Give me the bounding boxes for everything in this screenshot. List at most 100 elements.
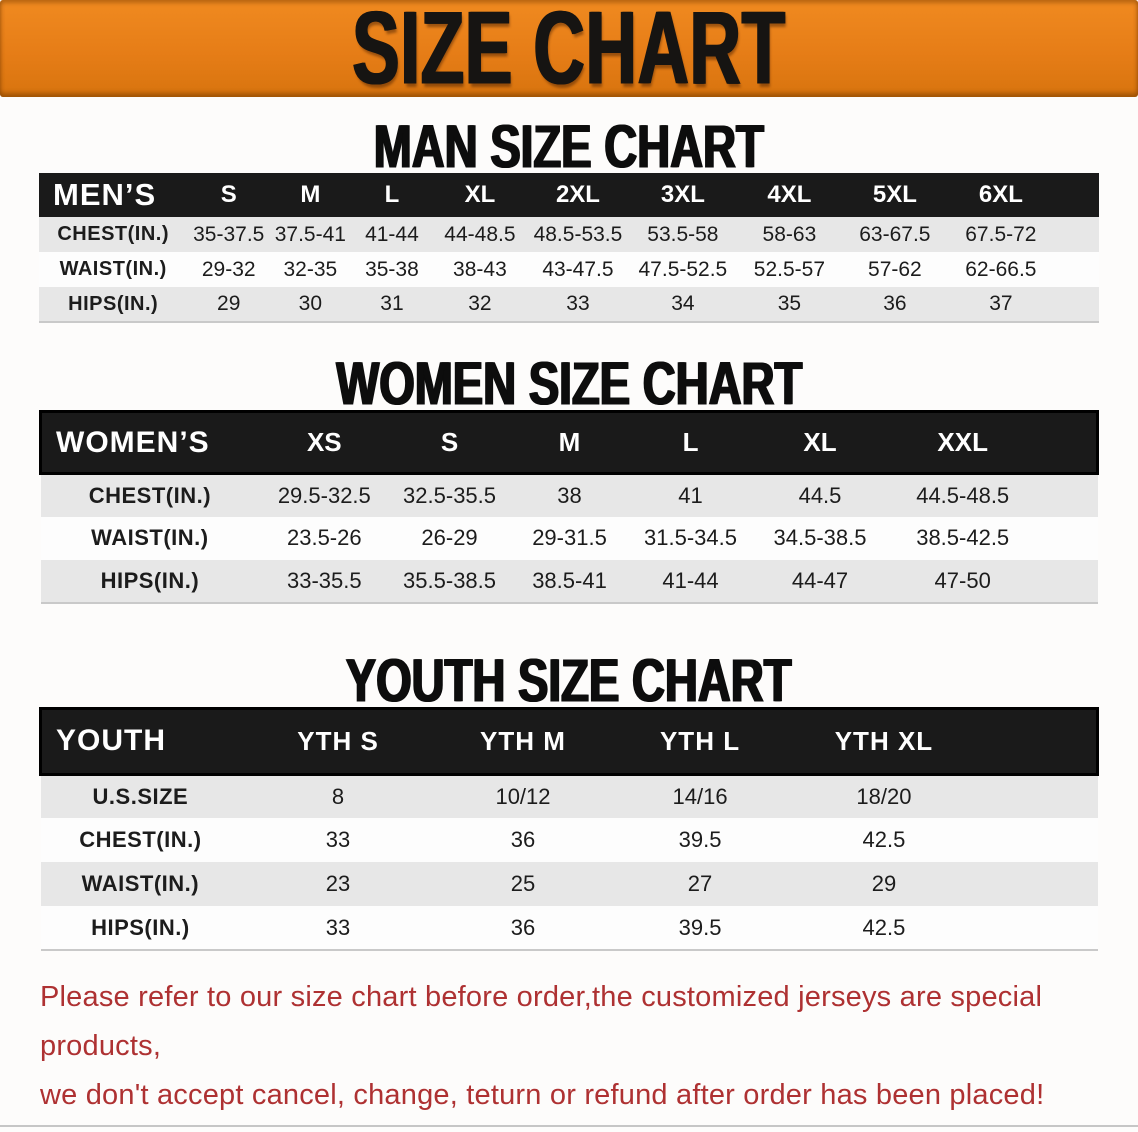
size-value-cell: 10/12 [435, 774, 611, 818]
size-value-cell: 35-38 [350, 252, 434, 287]
size-column-header: YTH XL [789, 706, 979, 776]
size-value-cell: 38.5-41 [509, 559, 630, 603]
size-column-header: 5XL [842, 173, 948, 217]
row-label: CHEST(IN.) [39, 217, 188, 252]
size-value-cell: 53.5-58 [629, 217, 737, 252]
size-value-cell: 33 [240, 818, 436, 862]
size-value-cell: 52.5-57 [736, 252, 843, 287]
measurement-row: CHEST(IN.) 35-37.5 37.5-41 41-44 44-48.5 48.5… [39, 217, 1099, 252]
row-spacer-cell [1037, 559, 1098, 603]
size-value-cell: 27 [610, 862, 790, 906]
size-value-cell: 41-44 [350, 217, 434, 252]
row-spacer-cell [978, 818, 1098, 862]
size-value-cell: 42.5 [789, 818, 979, 862]
size-value-cell: 34.5-38.5 [751, 516, 889, 560]
row-label: CHEST(IN.) [40, 818, 241, 862]
men-size-table: MEN’S S M L XL 2XL 3XL 4XL 5XL 6XL CHEST(IN.) 35-37… [39, 173, 1099, 323]
row-spacer-cell [1054, 217, 1099, 252]
size-column-header: YTH L [610, 706, 790, 776]
size-value-cell: 37 [947, 287, 1055, 322]
row-spacer-cell [978, 862, 1098, 906]
size-value-cell: 57-62 [842, 252, 948, 287]
size-value-cell: 32.5-35.5 [389, 473, 510, 517]
size-column-header: YTH S [240, 706, 436, 776]
row-label: WAIST(IN.) [40, 862, 241, 906]
size-header-row: YOUTH YTH S YTH M YTH L YTH XL [39, 706, 1100, 776]
size-value-cell: 44.5 [751, 473, 889, 517]
size-value-cell: 32 [433, 287, 527, 322]
size-value-cell: 32-35 [270, 252, 351, 287]
size-value-cell: 35-37.5 [187, 217, 271, 252]
row-label: HIPS(IN.) [40, 559, 260, 603]
size-column-header: XXL [888, 410, 1038, 475]
size-value-cell: 62-66.5 [947, 252, 1055, 287]
size-value-cell: 31 [350, 287, 434, 322]
size-value-cell: 41-44 [629, 559, 752, 603]
header-spacer-cell [1054, 173, 1099, 217]
size-value-cell: 44-47 [751, 559, 889, 603]
disclaimer: Please refer to our size chart before or… [40, 973, 1138, 1120]
size-column-header: YTH M [435, 706, 611, 776]
size-value-cell: 14/16 [610, 774, 790, 818]
size-column-header: L [350, 173, 434, 217]
size-value-cell: 38.5-42.5 [888, 516, 1038, 560]
size-value-cell: 23.5-26 [259, 516, 390, 560]
youth-section-heading-text: YOUTH SIZE CHART [346, 645, 792, 716]
size-value-cell: 58-63 [736, 217, 843, 252]
size-value-cell: 33-35.5 [259, 559, 390, 603]
measurement-row: WAIST(IN.) 29-32 32-35 35-38 38-43 43-47.5 47.… [39, 252, 1099, 287]
measurement-row: CHEST(IN.) 33 36 39.5 42.5 [40, 818, 1098, 862]
size-column-header: XL [433, 173, 527, 217]
women-section-heading: WOMEN SIZE CHART [0, 349, 1138, 419]
measurement-row: HIPS(IN.) 29 30 31 32 33 34 35 36 37 [39, 287, 1099, 322]
size-value-cell: 31.5-34.5 [629, 516, 752, 560]
women-section-heading-text: WOMEN SIZE CHART [335, 349, 803, 419]
row-spacer-cell [1037, 473, 1098, 517]
size-value-cell: 36 [435, 906, 611, 950]
row-label: WAIST(IN.) [39, 252, 188, 287]
row-label: CHEST(IN.) [40, 473, 260, 517]
size-value-cell: 26-29 [389, 516, 510, 560]
size-value-cell: 41 [629, 473, 752, 517]
youth-size-table: YOUTH YTH S YTH M YTH L YTH XL U.S.SIZE 8 10/12… [39, 706, 1100, 951]
size-column-header: XS [259, 410, 390, 475]
measurement-row: CHEST(IN.) 29.5-32.5 32.5-35.5 38 41 44.5 44.5… [40, 473, 1098, 517]
size-value-cell: 29 [187, 287, 271, 322]
row-label: HIPS(IN.) [40, 906, 241, 950]
size-value-cell: 43-47.5 [526, 252, 630, 287]
size-column-header: S [187, 173, 271, 217]
size-value-cell: 25 [435, 862, 611, 906]
size-value-cell: 35.5-38.5 [389, 559, 510, 603]
youth-section-heading: YOUTH SIZE CHART [0, 645, 1138, 716]
size-value-cell: 38-43 [433, 252, 527, 287]
table-group-label: YOUTH [39, 706, 241, 776]
measurement-row: HIPS(IN.) 33-35.5 35.5-38.5 38.5-41 41-44 44-… [40, 559, 1098, 603]
size-column-header: M [270, 173, 351, 217]
measurement-row: WAIST(IN.) 23 25 27 29 [40, 862, 1098, 906]
size-value-cell: 48.5-53.5 [526, 217, 630, 252]
size-column-header: M [509, 410, 630, 475]
size-column-header: S [389, 410, 510, 475]
measurement-row: HIPS(IN.) 33 36 39.5 42.5 [40, 906, 1098, 950]
row-spacer-cell [1037, 516, 1098, 560]
row-spacer-cell [1054, 252, 1099, 287]
banner-title: SIZE CHART [352, 0, 786, 97]
disclaimer-line-1: Please refer to our size chart before or… [40, 981, 1043, 1062]
size-value-cell: 30 [270, 287, 351, 322]
size-column-header: XL [751, 410, 889, 475]
size-column-header: 2XL [526, 173, 630, 217]
row-label: WAIST(IN.) [40, 516, 260, 560]
size-value-cell: 33 [526, 287, 630, 322]
size-value-cell: 47-50 [888, 559, 1038, 603]
disclaimer-line-2: we don't accept cancel, change, teturn o… [40, 1079, 1045, 1111]
row-label: U.S.SIZE [40, 774, 241, 818]
header-spacer-cell [1037, 410, 1100, 475]
table-group-label: WOMEN’S [39, 410, 260, 475]
size-column-header: L [629, 410, 752, 475]
women-size-table: WOMEN’S XS S M L XL XXL CHEST(IN.) 29.5-32.5 32.5… [39, 410, 1100, 604]
size-value-cell: 29 [789, 862, 979, 906]
size-value-cell: 8 [240, 774, 436, 818]
measurement-row: U.S.SIZE 8 10/12 14/16 18/20 [40, 774, 1098, 818]
size-value-cell: 42.5 [789, 906, 979, 950]
